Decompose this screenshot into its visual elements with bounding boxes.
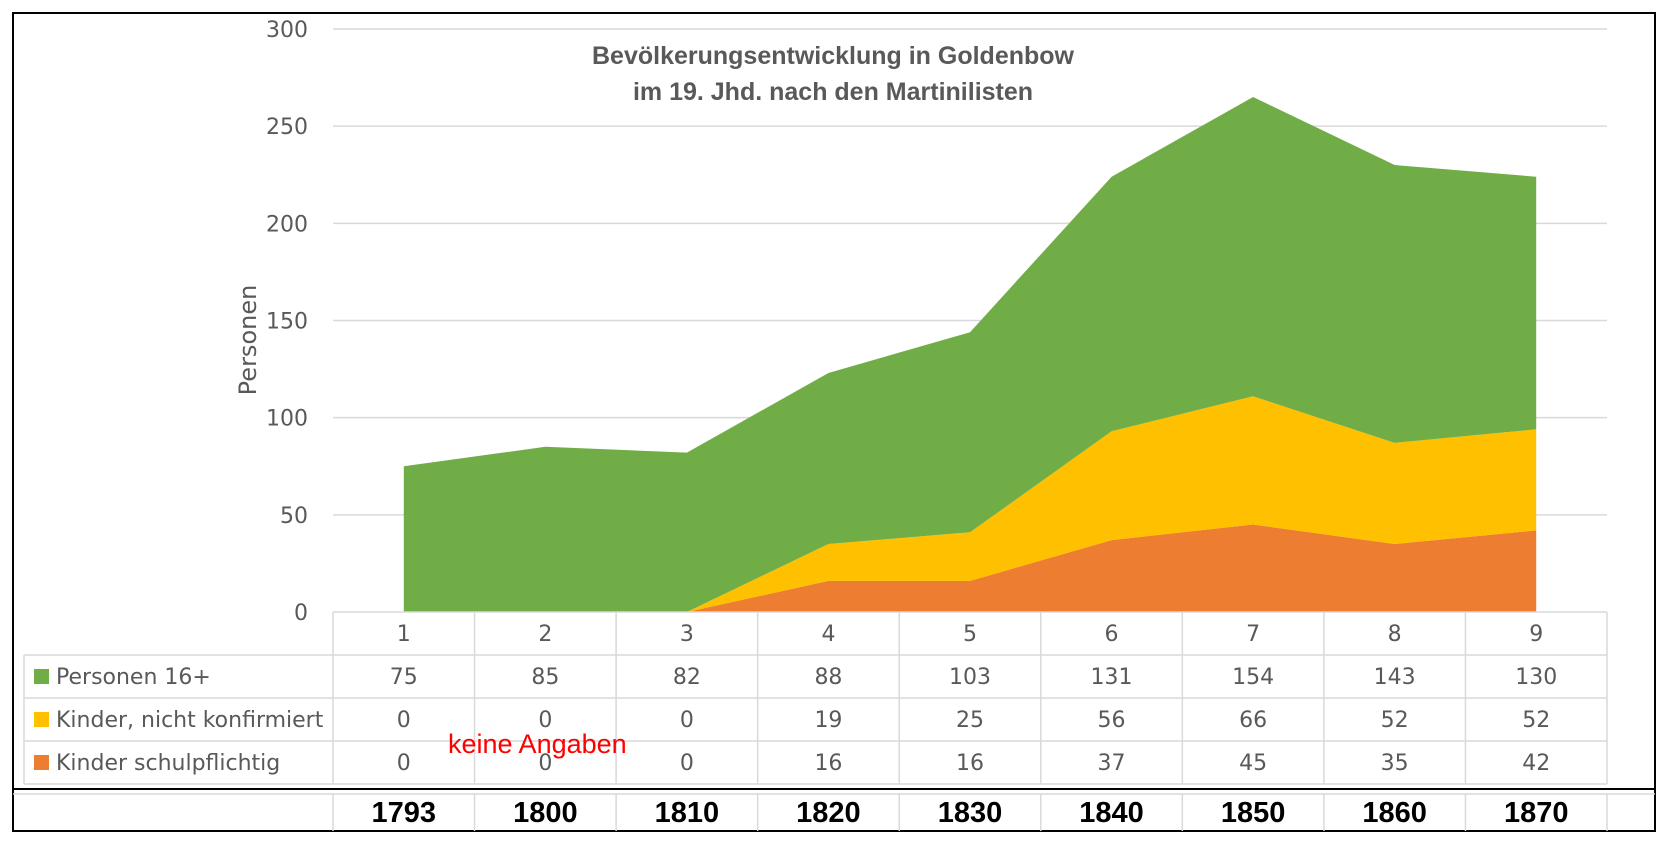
table-cell-value: 130 <box>1515 665 1557 690</box>
x-category-label: 4 <box>821 622 835 647</box>
year-label: 1800 <box>513 797 578 829</box>
table-cell-value: 0 <box>680 751 694 776</box>
x-category-label: 9 <box>1529 622 1543 647</box>
x-category-label: 2 <box>538 622 552 647</box>
y-tick-label: 50 <box>280 504 308 529</box>
year-label: 1793 <box>372 797 437 829</box>
y-tick-label: 100 <box>266 407 308 432</box>
table-cell-value: 52 <box>1522 708 1550 733</box>
year-label: 1860 <box>1362 797 1427 829</box>
table-cell-value: 103 <box>949 665 991 690</box>
legend-label: Kinder, nicht konfirmiert <box>56 708 324 733</box>
legend-swatch <box>34 755 49 770</box>
x-category-label: 1 <box>397 622 411 647</box>
table-cell-value: 52 <box>1381 708 1409 733</box>
x-category-label: 7 <box>1246 622 1260 647</box>
area-series-kinder-nicht-konfirmiert <box>403 396 1537 612</box>
table-cell-value: 0 <box>680 708 694 733</box>
table-cell-value: 19 <box>814 708 842 733</box>
year-label: 1830 <box>938 797 1003 829</box>
table-cell-value: 85 <box>531 665 559 690</box>
table-cell-value: 143 <box>1374 665 1416 690</box>
table-cell-value: 25 <box>956 708 984 733</box>
y-tick-label: 150 <box>266 310 308 335</box>
year-label: 1840 <box>1079 797 1144 829</box>
table-cell-value: 154 <box>1232 665 1274 690</box>
x-category-label: 6 <box>1105 622 1119 647</box>
y-tick-label: 200 <box>266 212 308 237</box>
table-cell-value: 45 <box>1239 751 1267 776</box>
year-label: 1820 <box>796 797 861 829</box>
table-cell-value: 131 <box>1091 665 1133 690</box>
y-tick-label: 0 <box>294 601 308 626</box>
table-cell-value: 35 <box>1381 751 1409 776</box>
table-cell-value: 16 <box>956 751 984 776</box>
chart-title-line-1: Bevölkerungsentwicklung in Goldenbow <box>592 42 1075 70</box>
table-cell-value: 42 <box>1522 751 1550 776</box>
table-cell-value: 66 <box>1239 708 1267 733</box>
x-category-label: 5 <box>963 622 977 647</box>
table-cell-value: 37 <box>1098 751 1126 776</box>
y-axis-label: Personen <box>234 285 262 396</box>
legend-swatch <box>34 669 49 684</box>
table-cell-value: 56 <box>1098 708 1126 733</box>
area-series-kinder-schulpflichtig <box>403 524 1537 612</box>
x-category-label: 3 <box>680 622 694 647</box>
legend-swatch <box>34 712 49 727</box>
table-cell-value: 0 <box>538 708 552 733</box>
table-cell-value: 88 <box>814 665 842 690</box>
area-series-personen-16- <box>403 97 1537 612</box>
annotation-keine-angaben: keine Angaben <box>448 729 627 759</box>
table-cell-value: 0 <box>397 708 411 733</box>
y-tick-label: 250 <box>266 115 308 140</box>
x-category-label: 8 <box>1388 622 1402 647</box>
chart-title-line-2: im 19. Jhd. nach den Martinilisten <box>633 78 1033 106</box>
legend-label: Kinder schulpflichtig <box>56 751 280 776</box>
year-label: 1850 <box>1221 797 1286 829</box>
legend-label: Personen 16+ <box>56 665 211 690</box>
table-cell-value: 0 <box>538 751 552 776</box>
year-label: 1870 <box>1504 797 1569 829</box>
table-cell-value: 16 <box>814 751 842 776</box>
table-cell-value: 75 <box>390 665 418 690</box>
y-tick-label: 300 <box>266 18 308 43</box>
table-cell-value: 0 <box>397 751 411 776</box>
year-label: 1810 <box>655 797 720 829</box>
table-cell-value: 82 <box>673 665 701 690</box>
